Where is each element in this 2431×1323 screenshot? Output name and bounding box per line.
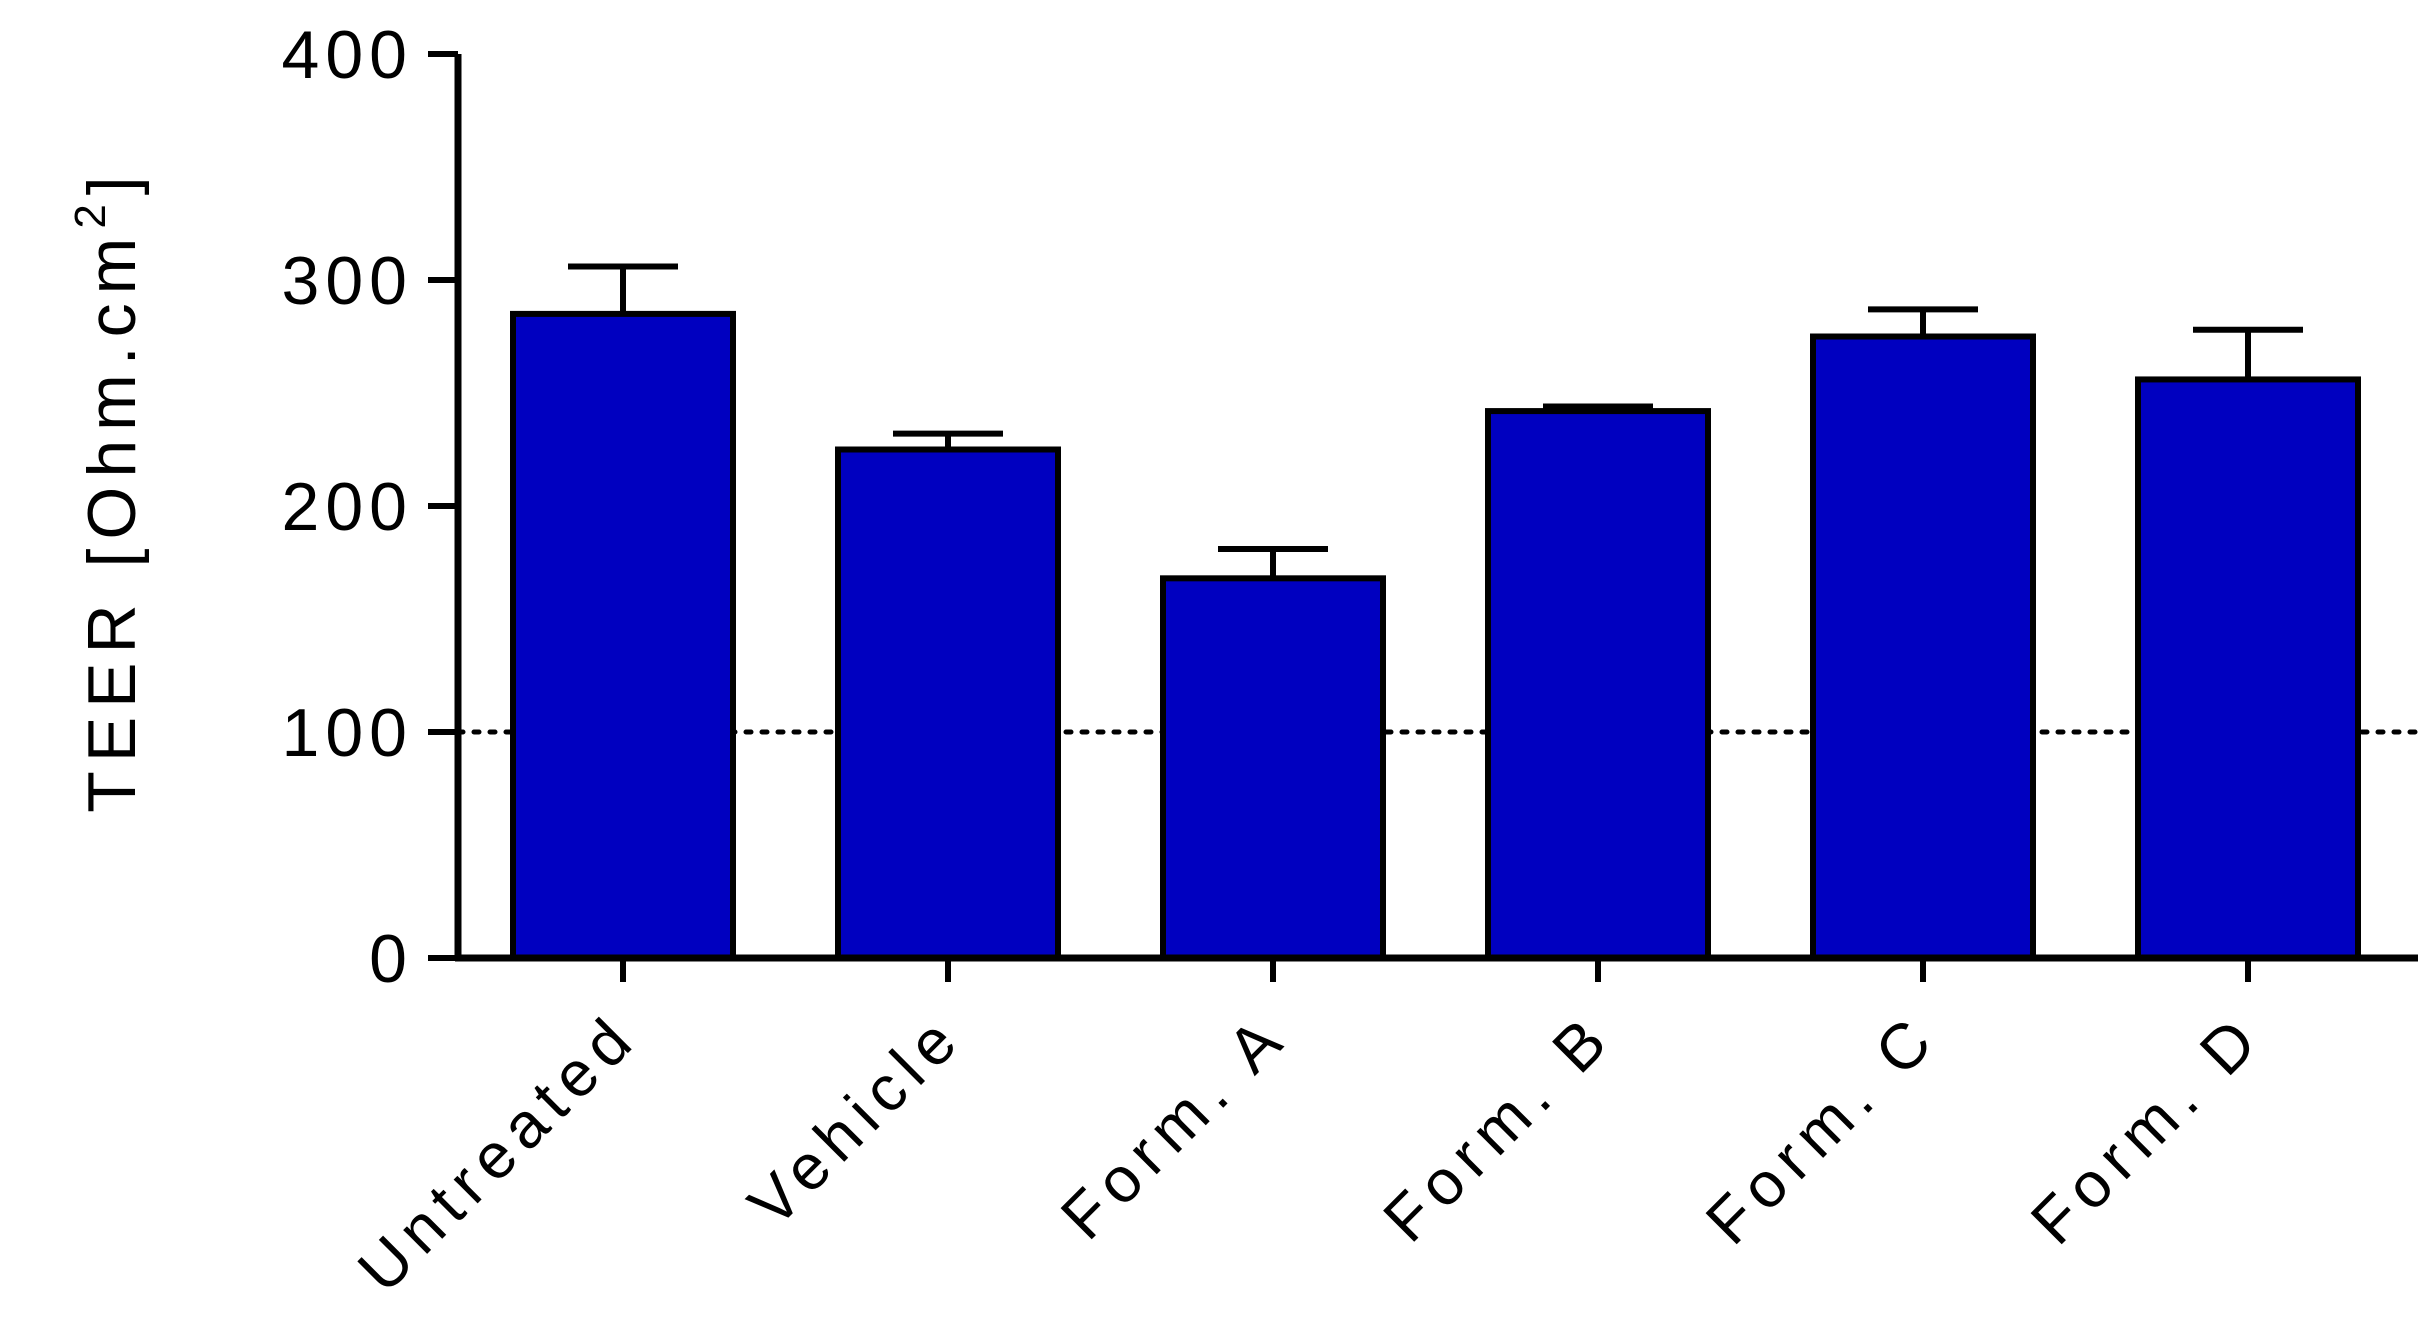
bar — [835, 446, 1061, 961]
bar — [1810, 333, 2036, 961]
x-tick-label: Form. D — [2017, 999, 2276, 1258]
y-tick-label: 400 — [282, 17, 413, 93]
bar — [1160, 575, 1386, 961]
y-tick-label: 100 — [282, 695, 413, 771]
x-tick-label: Untreated — [344, 999, 651, 1306]
y-axis-title-text: TEER [Ohm.cm2] — [66, 167, 150, 812]
bar — [1485, 408, 1711, 961]
x-tick-label: Form. A — [1047, 999, 1301, 1253]
y-axis-title: TEER [Ohm.cm2] — [66, 167, 150, 812]
y-tick-label: 300 — [282, 243, 413, 319]
x-tick-label: Form. B — [1370, 999, 1626, 1255]
bars-group — [510, 310, 2361, 961]
x-tick-label: Vehicle — [735, 999, 976, 1240]
error-bars-group — [568, 263, 2303, 579]
axes-group — [428, 51, 2418, 982]
y-tick-label: 200 — [282, 469, 413, 545]
bar — [510, 310, 736, 961]
bar — [2135, 376, 2361, 961]
y-tick-label: 0 — [369, 921, 413, 997]
x-tick-label: Form. C — [1692, 999, 1951, 1258]
